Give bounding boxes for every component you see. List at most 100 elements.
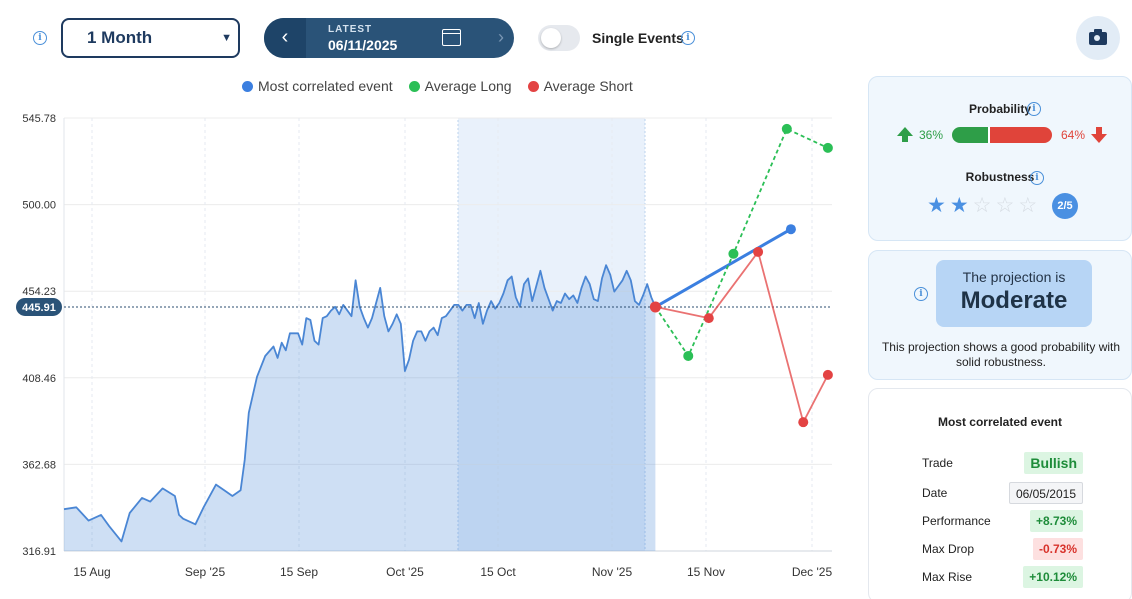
- period-info-icon[interactable]: i: [33, 31, 47, 45]
- robustness-title: Robustness: [965, 170, 1035, 184]
- date-navigator: ‹ LATEST 06/11/2025 ›: [264, 18, 514, 58]
- y-tick-label: 545.78: [22, 113, 56, 125]
- calendar-icon[interactable]: [442, 29, 461, 46]
- single-events-label: Single Events: [592, 30, 684, 46]
- projection-point: [728, 248, 739, 259]
- stat-value: 06/05/2015: [1008, 482, 1083, 504]
- projection-point: [822, 369, 833, 380]
- legend-item-correlated[interactable]: Most correlated event: [242, 78, 393, 94]
- stat-label: Max Drop: [922, 542, 975, 556]
- x-tick-label: 15 Oct: [480, 565, 516, 579]
- toggle-knob: [541, 28, 561, 48]
- stat-value: Bullish: [1024, 452, 1083, 474]
- y-tick-label: 362.68: [22, 459, 56, 471]
- legend-item-long[interactable]: Average Long: [408, 78, 512, 94]
- latest-date: 06/11/2025: [328, 37, 398, 53]
- x-tick-label: Sep '25: [185, 565, 226, 579]
- projection-info-icon[interactable]: i: [914, 287, 928, 301]
- x-tick-label: Oct '25: [386, 565, 424, 579]
- robustness-score: 2/5: [1052, 193, 1078, 219]
- next-date-button[interactable]: ›: [498, 27, 504, 47]
- stat-label: Max Rise: [922, 570, 973, 584]
- single-events-info-icon[interactable]: i: [681, 31, 695, 45]
- period-select-value: 1 Month: [87, 28, 153, 47]
- stat-value: +8.73%: [1029, 510, 1083, 532]
- arrow-up-icon: [897, 127, 913, 142]
- legend-dot-red: [527, 80, 539, 92]
- period-select[interactable]: 1 Month ▼: [61, 18, 240, 58]
- robustness-stars: ★ ★ ☆ ☆ ☆: [927, 195, 1037, 217]
- projection-point: [822, 142, 833, 153]
- price-chart[interactable]: 545.78 500.00 454.23 408.46 362.68 316.91 15 A…: [0, 100, 850, 599]
- projection-description: This projection shows a good probability…: [881, 340, 1121, 369]
- current-value-label: 445.91: [22, 302, 56, 314]
- camera-icon: [1089, 29, 1107, 45]
- projection-point: [785, 224, 796, 235]
- projection-line: [654, 227, 792, 309]
- highlight-window: [457, 117, 646, 552]
- price-area: [64, 265, 656, 551]
- y-tick-label: 500.00: [22, 200, 56, 212]
- stat-label: Date: [922, 486, 948, 500]
- stat-row-date: Date 06/05/2015: [922, 482, 1083, 504]
- projection-start-point: [649, 301, 661, 313]
- previous-date-button[interactable]: ‹: [264, 18, 306, 58]
- y-tick-label: 316.91: [22, 546, 56, 558]
- projection-point: [703, 313, 714, 324]
- stat-label: Performance: [922, 514, 991, 528]
- stat-value: +10.12%: [1023, 566, 1083, 588]
- legend-item-short[interactable]: Average Short: [527, 78, 633, 94]
- projection-level: Moderate: [960, 287, 1068, 314]
- projection-badge: The projection is Moderate: [936, 260, 1092, 327]
- probability-bar-up: [952, 127, 988, 143]
- latest-label: LATEST: [328, 24, 373, 35]
- correlated-event-title: Most correlated event: [937, 415, 1063, 429]
- projection-point: [753, 246, 764, 257]
- probability-bar: [952, 127, 1052, 143]
- probability-row: 36% 64%: [869, 126, 1131, 144]
- x-tick-label: 15 Sep: [280, 565, 318, 579]
- legend-label: Average Short: [543, 78, 633, 94]
- projection-prefix: The projection is: [962, 269, 1066, 285]
- star-empty-icon: ☆: [1018, 194, 1038, 217]
- legend-label: Most correlated event: [258, 78, 393, 94]
- stat-value: -0.73%: [1032, 538, 1083, 560]
- correlated-event-panel: Most correlated event Trade Bullish Date…: [868, 388, 1132, 599]
- stat-row-performance: Performance +8.73%: [922, 510, 1083, 532]
- x-tick-label: 15 Nov: [687, 565, 725, 579]
- probability-up: 36%: [919, 128, 944, 142]
- probability-title: Probability: [968, 102, 1031, 116]
- projection-point: [798, 417, 809, 428]
- stat-row-trade: Trade Bullish: [922, 452, 1083, 474]
- current-value-badge: [16, 297, 62, 316]
- stat-row-max-rise: Max Rise +10.12%: [922, 566, 1083, 588]
- probability-down: 64%: [1060, 128, 1085, 142]
- star-empty-icon: ☆: [995, 194, 1015, 217]
- projection-line: [655, 249, 829, 425]
- price-line: [63, 264, 657, 543]
- legend-dot-green: [408, 80, 420, 92]
- x-tick-label: Nov '25: [592, 565, 633, 579]
- arrow-down-icon: [1091, 127, 1107, 143]
- chevron-down-icon: ▼: [221, 32, 232, 44]
- screenshot-button[interactable]: [1076, 16, 1120, 60]
- legend-dot-blue: [242, 80, 253, 92]
- stat-label: Trade: [922, 456, 953, 470]
- projection-panel: i The projection is Moderate This projec…: [868, 250, 1132, 380]
- x-tick-label: 15 Aug: [73, 565, 110, 579]
- robustness-info-icon[interactable]: i: [1030, 171, 1044, 185]
- chart-legend: Most correlated event Average Long Avera…: [242, 78, 633, 94]
- probability-bar-down: [988, 127, 1052, 143]
- projection-line: [654, 127, 829, 358]
- x-tick-label: Dec '25: [792, 565, 833, 579]
- single-events-toggle[interactable]: [538, 25, 580, 51]
- projection-point: [781, 123, 792, 134]
- stat-row-max-drop: Max Drop -0.73%: [922, 538, 1083, 560]
- probability-info-icon[interactable]: i: [1027, 102, 1041, 116]
- projection-point: [683, 350, 694, 361]
- probability-panel: Probability i 36% 64% Robustness i ★ ★ ☆ ☆ ☆…: [868, 76, 1132, 241]
- star-filled-icon: ★: [927, 194, 946, 217]
- y-tick-label: 454.23: [22, 286, 56, 298]
- y-tick-label: 408.46: [22, 373, 56, 385]
- legend-label: Average Long: [424, 78, 512, 94]
